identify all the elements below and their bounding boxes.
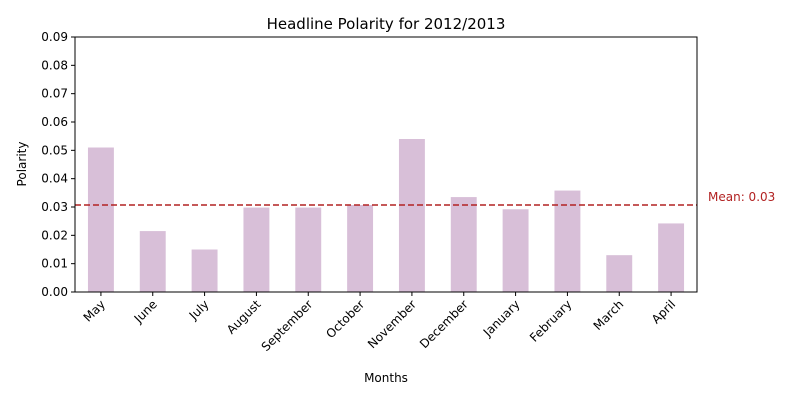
y-tick-label: 0.06 (41, 115, 68, 129)
x-tick-label-may: May (81, 297, 108, 324)
x-tick-label-april: April (649, 297, 678, 326)
x-tick-label-february: February (527, 297, 575, 345)
x-tick-label-september: September (259, 297, 316, 354)
plot-frame (74, 36, 698, 293)
x-tick-label-august: August (224, 297, 264, 337)
x-axis-label: Months (364, 371, 408, 385)
y-tick-label: 0.01 (41, 257, 68, 271)
x-tick-label-december: December (417, 297, 471, 351)
chart-title: Headline Polarity for 2012/2013 (267, 15, 506, 33)
y-tick-label: 0.08 (41, 58, 68, 72)
y-tick-label: 0.02 (41, 228, 68, 242)
bar-december (450, 197, 477, 292)
bar-september (295, 207, 322, 292)
bar-october (347, 205, 374, 292)
bar-may (87, 147, 114, 292)
bar-november (398, 139, 425, 292)
mean-label: Mean: 0.03 (708, 190, 775, 204)
x-tick-label-july: July (186, 297, 212, 323)
bar-august (243, 207, 270, 292)
bar-june (139, 231, 166, 292)
y-tick-label: 0.04 (41, 172, 68, 186)
y-tick-label: 0.09 (41, 30, 68, 44)
y-tick-label: 0.03 (41, 200, 68, 214)
bar-january (502, 209, 529, 292)
bar-april (658, 223, 685, 292)
x-tick-label-october: October (323, 297, 367, 341)
y-tick-label: 0.00 (41, 285, 68, 299)
x-tick-label-november: November (365, 297, 419, 351)
x-tick-label-march: March (591, 297, 627, 333)
x-tick-label-january: January (480, 297, 523, 340)
bar-july (191, 249, 218, 292)
x-tick-label-june: June (131, 297, 160, 326)
y-tick-label: 0.05 (41, 143, 68, 157)
plot-area: Mean: 0.03 0.00 0.01 0.02 0.03 0.04 0.05 0.06 0.… (41, 30, 775, 354)
bar-february (554, 190, 581, 292)
bar-march (606, 255, 633, 292)
y-axis-label: Polarity (15, 142, 29, 187)
y-tick-label: 0.07 (41, 87, 68, 101)
